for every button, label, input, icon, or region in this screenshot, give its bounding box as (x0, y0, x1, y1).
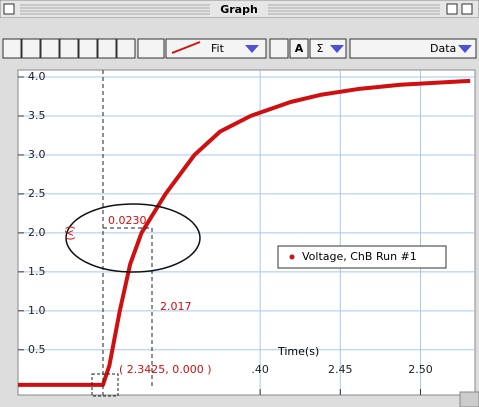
data-label: Data (430, 42, 456, 55)
legend-marker (289, 254, 295, 260)
y-tick-label: 2.0 (28, 226, 46, 239)
toolbar-buttons (2, 38, 477, 59)
legend (277, 245, 447, 269)
x-tick-label: 2.45 (328, 363, 353, 376)
x-tick-label: .40 (251, 363, 269, 376)
y-tick-label: 1.0 (28, 304, 46, 317)
dropdown-arrow (330, 45, 344, 53)
button[interactable] (21, 38, 41, 59)
delta-y: 2.017 (160, 300, 192, 313)
resize-handle[interactable] (459, 391, 479, 407)
button[interactable] (116, 38, 136, 59)
point-marker (91, 373, 119, 397)
y-label: (y) (64, 225, 77, 240)
close-box[interactable] (3, 3, 15, 15)
button[interactable] (289, 38, 309, 59)
y-tick-label: 1.5 (28, 265, 46, 278)
fit-button[interactable] (165, 38, 267, 59)
button[interactable] (59, 38, 79, 59)
title-stripes (20, 4, 440, 15)
highlight-ellipse (65, 203, 201, 273)
y-tick-label: 2.5 (28, 187, 46, 200)
zoom-box[interactable] (446, 3, 458, 15)
text-icon: A (295, 42, 304, 55)
collapse-box[interactable] (461, 3, 473, 15)
button[interactable] (78, 38, 98, 59)
y-tick-label: 3.0 (28, 148, 46, 161)
button[interactable] (137, 38, 165, 59)
button[interactable] (97, 38, 117, 59)
sum-icon: Σ (317, 42, 324, 55)
x-tick-label: 2.50 (408, 363, 433, 376)
data-line (18, 78, 471, 387)
marks (18, 78, 471, 387)
delta-x: 0.0230 (108, 214, 147, 227)
data-button[interactable] (349, 38, 477, 59)
button[interactable] (40, 38, 60, 59)
window-title: Graph (220, 3, 258, 16)
x-axis-label: Time(s) (277, 345, 319, 358)
dropdown-arrow (458, 45, 472, 53)
y-tick-label: 0.5 (28, 343, 46, 356)
fit-icon (171, 41, 201, 54)
dropdown-arrow (245, 45, 259, 53)
y-tick-label: 4.0 (28, 70, 46, 83)
point-readout: ( 2.3425, 0.000 ) (119, 363, 212, 376)
fit-label: Fit (211, 42, 225, 55)
button[interactable] (269, 38, 289, 59)
y-tick-label: 3.5 (28, 109, 46, 122)
grid: 0.5 1.0 1.5 2.0 2.5 3.0 3.5 4.0 .40 2.45 2.50 (18, 70, 475, 395)
button[interactable] (309, 38, 347, 59)
legend-label: Voltage, ChB Run #1 (302, 250, 417, 263)
button[interactable] (2, 38, 22, 59)
